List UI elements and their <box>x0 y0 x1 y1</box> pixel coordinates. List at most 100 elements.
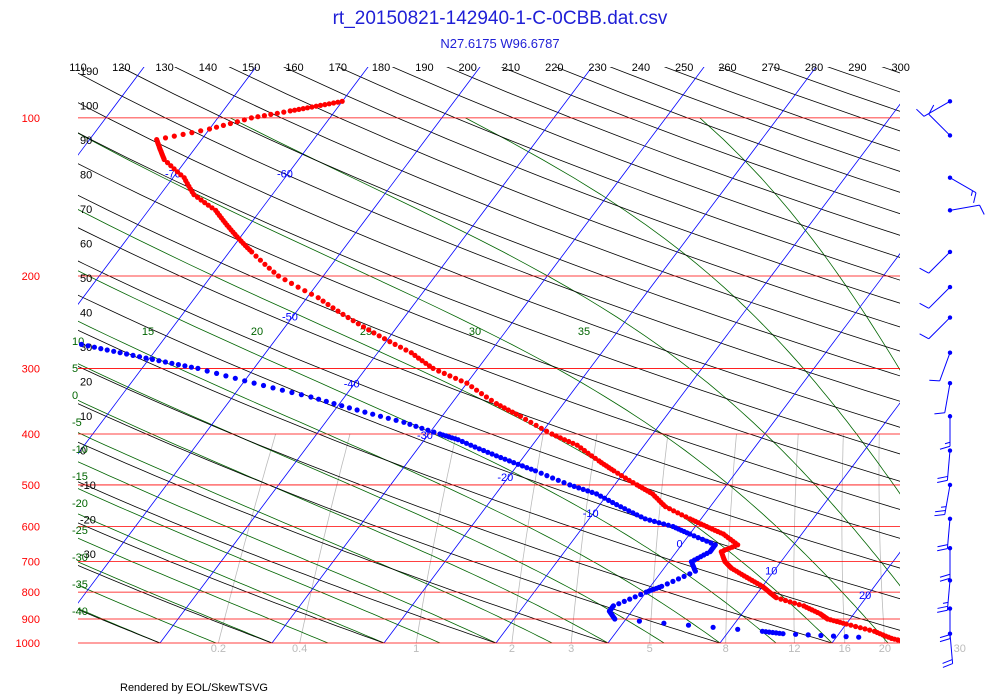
moist-adiabat <box>230 117 900 587</box>
temperature-point <box>296 106 302 112</box>
temperature-point <box>505 407 511 413</box>
temperature-point <box>202 200 208 206</box>
mixing-ratio-label: 1 <box>413 643 419 655</box>
pressure-label: 1000 <box>16 638 40 650</box>
temperature-point <box>488 397 494 403</box>
temperature-point <box>618 473 625 479</box>
wind-barb-staff <box>928 286 951 309</box>
dewpoint-point <box>818 632 824 639</box>
temperature-point <box>345 314 351 321</box>
temperature-point <box>180 131 186 137</box>
wind-barb-staff <box>928 113 951 136</box>
dry-adiabat <box>903 1 1000 643</box>
mixing-ratio-label: 12 <box>788 643 800 655</box>
dewpoint-point <box>346 405 352 411</box>
temperature-point <box>171 133 177 139</box>
dewpoint-point <box>585 488 591 494</box>
temperature-point <box>257 257 263 263</box>
temperature-point <box>782 597 789 604</box>
temperature-point <box>206 126 213 132</box>
dewpoint-point <box>136 354 143 360</box>
temperature-point <box>403 347 409 353</box>
wind-barb-flag <box>937 544 948 548</box>
dewpoint-point <box>538 470 544 476</box>
dewpoint-point <box>576 485 582 491</box>
dewpoint-point <box>437 431 443 437</box>
temperature-point <box>330 305 336 311</box>
dewpoint-point <box>622 506 628 512</box>
dewpoint-point <box>621 598 627 605</box>
chart-title: rt_20150821-142940-1-C-0CBB.dat.csv <box>332 8 668 29</box>
temperature-point <box>381 336 388 342</box>
temperature-point <box>171 166 177 172</box>
dewpoint-point <box>270 385 276 391</box>
dewpoint-point <box>117 350 123 356</box>
dewpoint-point <box>691 533 697 539</box>
wind-barb-staff <box>949 204 980 211</box>
temperature-point <box>501 405 507 411</box>
wind-barb-flag <box>973 192 977 203</box>
dewpoint-point <box>670 523 676 530</box>
temperature-point <box>387 339 393 345</box>
moist-adiabat <box>78 320 721 643</box>
wind-barb <box>929 350 953 382</box>
dewpoint-point <box>632 594 638 600</box>
adiabat-label: 80 <box>80 170 92 182</box>
dewpoint-point <box>425 427 431 433</box>
wind-barb-flag <box>942 601 949 604</box>
moist-adiabat-label: 20 <box>251 326 263 338</box>
isotherm-label: -60 <box>277 169 293 181</box>
moist-adiabat <box>78 537 329 643</box>
dry-adiabat <box>609 67 900 172</box>
wind-barb <box>939 414 953 450</box>
wind-barb-staff <box>923 100 951 117</box>
dewpoint-point <box>704 538 710 544</box>
isotherm-line <box>0 1 81 643</box>
temperature-point <box>581 447 588 454</box>
temperature-point <box>274 110 280 116</box>
temperature-point <box>220 122 226 128</box>
dry-adiabat <box>753 1 1000 643</box>
temperature-point <box>295 284 301 290</box>
temperature-point <box>292 107 298 113</box>
adiabat-label: 190 <box>80 66 98 78</box>
moist-adiabat-label: 30 <box>469 326 481 338</box>
temperature-point <box>596 458 602 464</box>
dewpoint-point <box>459 438 465 445</box>
mixing-ratio-line <box>415 433 457 643</box>
dewpoint-point <box>289 389 295 396</box>
isotherm-line <box>78 67 257 306</box>
dry-adiabat <box>78 194 900 510</box>
dry-adiabat <box>853 1 1000 643</box>
theta-label: 240 <box>632 62 650 74</box>
dewpoint-point <box>78 341 85 347</box>
dewpoint-point <box>659 583 665 589</box>
moist-adiabat <box>78 488 441 643</box>
temperature-point <box>412 352 418 358</box>
dewpoint-point <box>511 460 517 466</box>
temperature-point <box>268 111 274 117</box>
temperature-point <box>340 311 346 317</box>
dewpoint-point <box>602 495 608 501</box>
dry-adiabat <box>78 365 833 643</box>
temperature-point <box>205 202 211 208</box>
wind-barb <box>947 175 977 203</box>
dry-adiabat <box>718 67 900 132</box>
temperature-point <box>441 370 447 376</box>
temperature-point <box>209 205 215 211</box>
temperature-point <box>615 470 621 476</box>
temperature-point <box>174 169 180 175</box>
temperature-point <box>322 102 328 108</box>
mixing-ratio-label: 16 <box>839 643 851 655</box>
moist-adiabat-label: -25 <box>72 525 88 537</box>
theta-label: 220 <box>545 62 563 74</box>
pressure-label: 200 <box>22 271 40 283</box>
temperature-point <box>549 431 555 437</box>
dry-adiabat <box>803 1 1000 643</box>
dewpoint-point <box>661 620 667 626</box>
temperature-point <box>154 137 160 143</box>
dewpoint-point <box>214 370 220 376</box>
wind-barb-station <box>947 380 953 386</box>
dewpoint-point <box>642 516 648 522</box>
temperature-point <box>675 510 681 516</box>
